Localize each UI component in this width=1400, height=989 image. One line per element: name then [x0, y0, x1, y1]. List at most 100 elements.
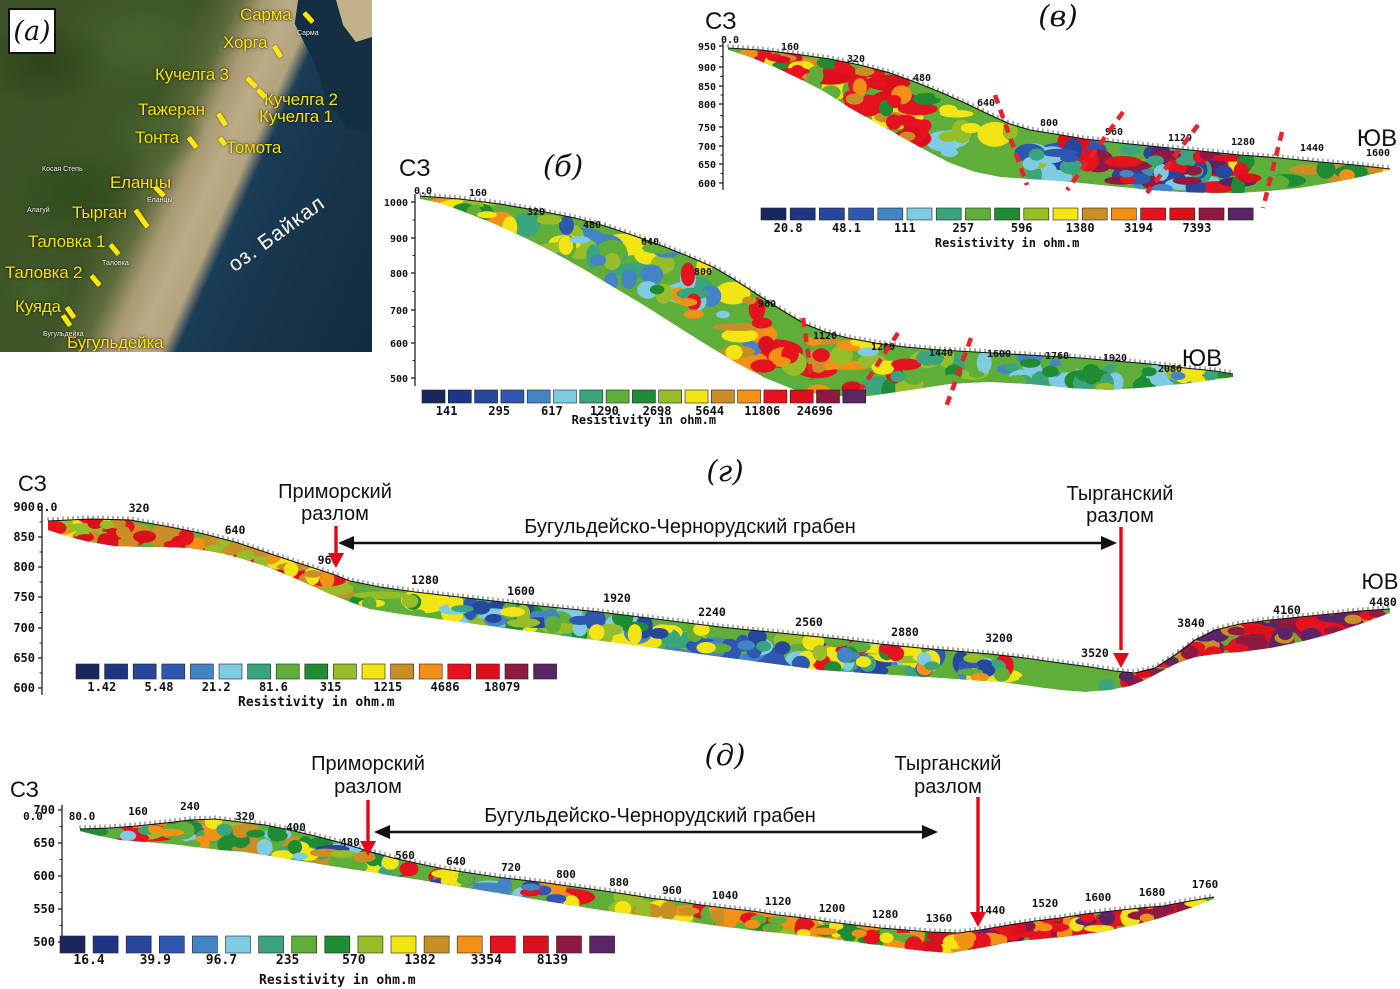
resistivity-legend: 16.4 39.9 96.7 235 570 1382 3354 8139 Resistivit… — [59, 935, 615, 988]
resistivity-blob — [899, 131, 916, 142]
legend-value: 21.2 — [202, 680, 231, 694]
resistivity-blob — [991, 934, 1008, 946]
resistivity-blob — [881, 379, 896, 396]
resistivity-blob — [572, 621, 588, 637]
resistivity-blob — [912, 92, 942, 105]
dist-text: 2240 — [698, 605, 726, 619]
dist-text: 1120 — [765, 895, 792, 908]
resistivity-blob — [76, 534, 95, 542]
dist-text: 880 — [609, 876, 629, 889]
legend-swatch — [421, 389, 446, 404]
site-label: Куяда — [15, 297, 61, 316]
resistivity-blob — [810, 927, 838, 936]
legend-swatch — [763, 389, 788, 404]
legend-swatch — [737, 389, 761, 404]
legend-value: 39.9 — [140, 953, 171, 968]
resistivity-blob — [256, 838, 273, 856]
resistivity-blob — [659, 901, 677, 921]
legend-swatch — [474, 389, 498, 404]
resistivity-blob — [157, 520, 177, 538]
elevation-axis: 900 850 800 750 700 650 600 — [13, 500, 43, 695]
section-d: 700 650 600 550 500 0.0 80.0 160 240 320 400 480 560… — [10, 738, 1218, 988]
resistivity-blob — [401, 594, 419, 608]
resistivity-blob — [916, 652, 932, 666]
legend-swatch — [632, 389, 656, 404]
elev-text: 800 — [698, 100, 716, 111]
dist-text: 480 — [913, 73, 931, 84]
resistivity-blob — [897, 102, 938, 116]
fault-arrowhead — [1113, 653, 1129, 668]
resistivity-blob — [477, 211, 498, 219]
site-label: Таловка 2 — [5, 263, 83, 282]
resistivity-blob — [303, 570, 322, 578]
graben-arrowhead-right — [922, 825, 938, 839]
fault-name-line2: разлом — [914, 776, 982, 798]
dist-text: 1600 — [507, 584, 535, 598]
graben-annotation: Бугульдейско-Чернорудский грабен — [374, 805, 938, 839]
legend-swatch — [423, 935, 450, 954]
dist-text: 2880 — [891, 625, 919, 639]
graben-annotation: Бугульдейско-Чернорудский грабен — [338, 516, 1117, 550]
dist-text: 1280 — [411, 573, 439, 587]
dist-text: 0.0 — [37, 500, 58, 514]
dist-text: 4160 — [1273, 603, 1301, 617]
dist-text: 1120 — [1168, 133, 1192, 144]
legend-value: 96.7 — [206, 953, 237, 968]
resistivity-blob — [1316, 159, 1336, 179]
resistivity-blob — [1003, 363, 1020, 372]
resistivity-blob — [319, 570, 335, 588]
elev-text: 700 — [33, 803, 55, 817]
elevation-axis: 950 900 850 800 750 700 650 600 — [698, 42, 724, 190]
resistivity-blob — [99, 520, 115, 529]
legend-swatch — [218, 663, 243, 680]
site-label: Таловка 1 — [28, 232, 106, 251]
legend-value: 141 — [436, 404, 458, 418]
resistivity-blob — [1231, 175, 1246, 193]
site-label: Сарма — [240, 5, 292, 24]
legend-swatch — [1227, 207, 1254, 221]
dist-text: 1600 — [1085, 891, 1112, 904]
resistivity-blob — [627, 624, 642, 645]
legend-swatch — [258, 935, 284, 954]
map-place-name: Таловка — [102, 260, 129, 267]
legend-swatch — [526, 389, 551, 404]
site-label: Тажеран — [138, 100, 205, 119]
resistivity-blob — [857, 347, 879, 357]
map-place-name: Алагуй — [27, 207, 50, 214]
elev-text: 700 — [13, 621, 35, 635]
dist-text: 1760 — [1045, 351, 1069, 362]
legend-value: 235 — [276, 953, 299, 968]
resistivity-blob — [796, 928, 811, 938]
graben-arrowhead-right — [1101, 536, 1117, 550]
resistivity-blob — [774, 56, 791, 64]
legend-swatch — [225, 935, 251, 954]
legend-value: 1290 — [590, 404, 619, 418]
resistivity-blob — [507, 618, 528, 627]
map-place-name: Сарма — [297, 30, 319, 37]
fault-dashed-line — [943, 337, 974, 408]
legend-swatch — [92, 935, 119, 954]
resistivity-blob — [1324, 626, 1344, 635]
elev-text: 850 — [698, 82, 716, 93]
elev-text: 900 — [390, 234, 408, 245]
dist-text: 1360 — [926, 912, 953, 925]
resistivity-blob — [1139, 913, 1155, 923]
resistivity-blob — [1203, 369, 1218, 382]
resistivity-blob — [620, 269, 637, 290]
resistivity-blob — [750, 359, 776, 373]
resistivity-blob — [546, 894, 567, 904]
resistivity-blob — [970, 672, 990, 682]
legend-swatch — [476, 663, 500, 680]
elev-text: 750 — [13, 590, 35, 604]
legend-swatch — [906, 207, 933, 221]
resistivity-blob — [1059, 154, 1079, 163]
resistivity-blob — [1277, 628, 1293, 640]
resistivity-blob — [1119, 143, 1142, 155]
resistivity-blob — [742, 296, 757, 305]
dist-text: 160 — [469, 188, 487, 199]
resistivity-blob — [1185, 165, 1202, 176]
panel-letter: (в) — [1038, 0, 1078, 33]
resistivity-blob — [544, 615, 561, 634]
legend-swatch — [447, 663, 472, 680]
